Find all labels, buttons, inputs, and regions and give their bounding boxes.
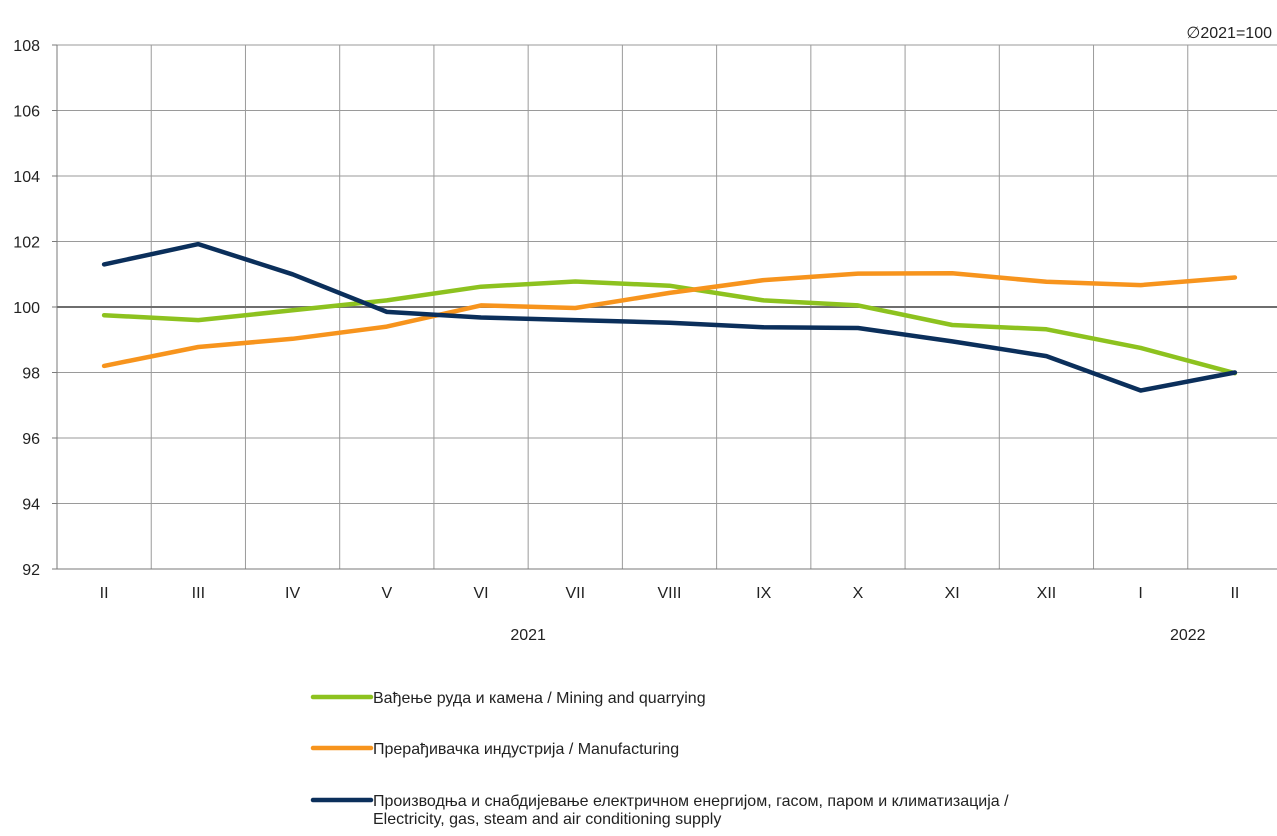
legend-label: Вађење руда и камена / Mining and quarry… — [373, 690, 706, 707]
y-tick-label: 94 — [22, 497, 40, 514]
x-tick-label: VII — [565, 585, 585, 602]
y-tick-label: 98 — [22, 366, 40, 383]
x-tick-label: II — [1230, 585, 1239, 602]
series-lines — [101, 241, 1238, 393]
legend-label-english: / Mining and quarrying — [543, 690, 706, 707]
legend-label-local: Прерађивачка индустрија — [373, 741, 564, 758]
legend-label: Производња и снабдијевање електричном ен… — [373, 793, 1009, 810]
x-tick-label: VIII — [657, 585, 681, 602]
x-tick-label: II — [100, 585, 109, 602]
x-tick-label: XII — [1037, 585, 1057, 602]
base-note: ∅2021=100 — [1186, 25, 1272, 42]
legend-label-english: / Manufacturing — [564, 741, 679, 758]
y-tick-label: 104 — [13, 169, 40, 186]
series-line — [101, 279, 1238, 376]
x-tick-label: IV — [285, 585, 300, 602]
y-tick-label: 102 — [13, 235, 40, 252]
y-axis-ticks: 92 94 96 98 100 102 104 106 108 — [13, 38, 40, 579]
year-label: 2022 — [1170, 627, 1206, 644]
y-tick-label: 100 — [13, 300, 40, 317]
x-tick-label: XI — [945, 585, 960, 602]
x-tick-label: I — [1138, 585, 1142, 602]
legend-label-local: Производња и снабдијевање електричном ен… — [373, 793, 1000, 810]
x-tick-label: VI — [473, 585, 488, 602]
legend-label: Прерађивачка индустрија / Manufacturing — [373, 741, 679, 758]
legend-label-english: / — [1000, 793, 1009, 810]
grid — [52, 44, 1277, 570]
y-tick-label: 92 — [22, 562, 40, 579]
y-tick-label: 108 — [13, 38, 40, 55]
x-tick-label: III — [192, 585, 205, 602]
x-tick-label: IX — [756, 585, 771, 602]
y-tick-label: 106 — [13, 104, 40, 121]
legend: Вађење руда и камена / Mining and quarry… — [310, 690, 1009, 828]
series-line — [101, 271, 1238, 369]
y-tick-label: 96 — [22, 431, 40, 448]
series-line — [101, 241, 1238, 393]
year-label: 2021 — [510, 627, 546, 644]
x-tick-label: X — [853, 585, 864, 602]
legend-label-line2: Electricity, gas, steam and air conditio… — [373, 811, 721, 828]
x-tick-label: V — [381, 585, 392, 602]
legend-label-local: Вађење руда и камена — [373, 690, 543, 707]
